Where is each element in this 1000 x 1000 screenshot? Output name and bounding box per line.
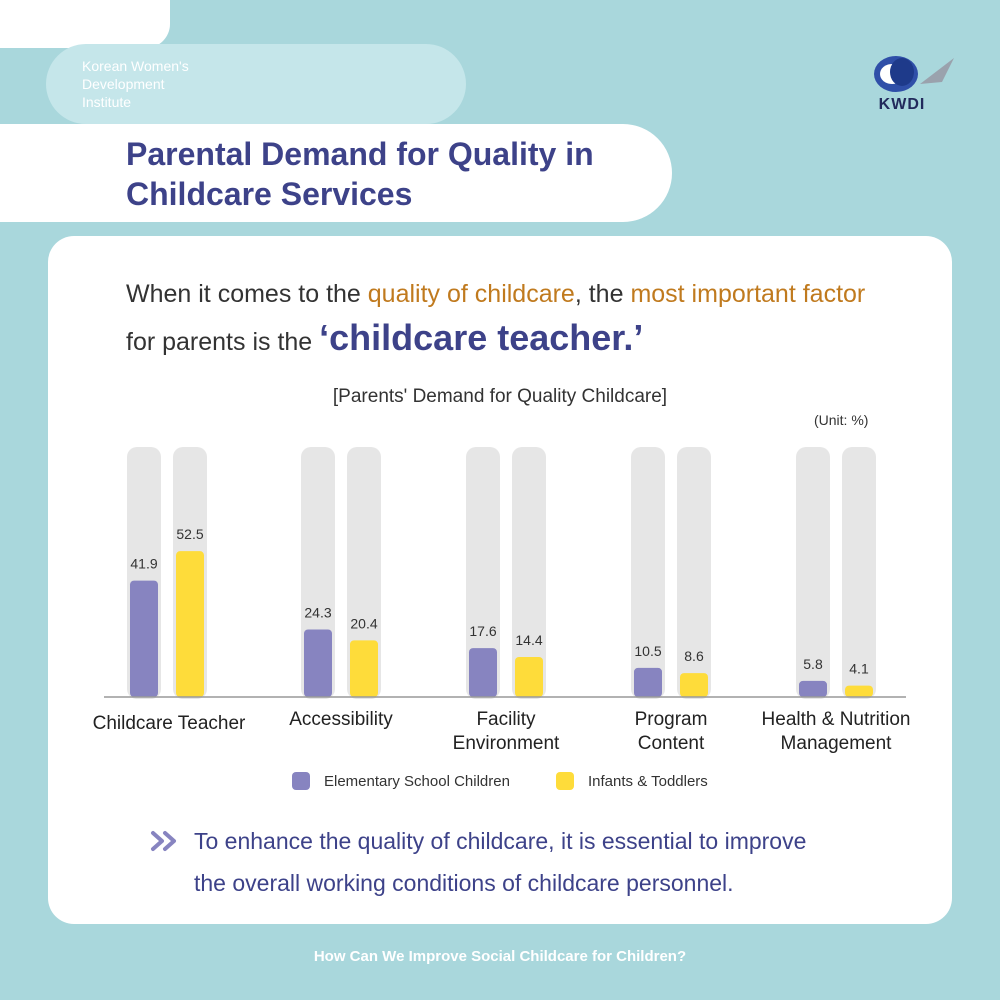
legend-item-infants: Infants & Toddlers	[556, 772, 708, 790]
bar-track-program-content-elementary	[631, 447, 665, 699]
bar-track-program-content-infants	[677, 447, 711, 699]
data-label-health-nutrition-management-elementary: 5.8	[803, 656, 823, 672]
legend-swatch-infants	[556, 772, 574, 790]
category-label-accessibility: Accessibility	[289, 709, 393, 730]
footer: How Can We Improve Social Childcare for …	[313, 948, 687, 965]
data-label-program-content-infants: 8.6	[684, 648, 704, 664]
headline-highlight-factor: most important factor	[630, 280, 866, 308]
org-name: Korean Women's Development Institute	[82, 58, 189, 110]
category-label-facility-environment: Facility Environment	[452, 709, 560, 754]
chart-unit: (Unit: %)	[814, 412, 869, 428]
logo-text: KWDI	[878, 96, 926, 113]
bar-track-health-nutrition-management-elementary	[796, 447, 830, 699]
bar-track-health-nutrition-management-infants	[842, 447, 876, 699]
bar-program-content-elementary	[634, 667, 662, 697]
page-title: Parental Demand for Quality in Childcare…	[126, 136, 594, 212]
bar-childcare-teacher-infants	[176, 551, 204, 697]
chart-legend: Elementary School Children Infants & Tod…	[0, 772, 1000, 796]
data-label-facility-environment-elementary: 17.6	[469, 623, 496, 639]
headline-part2: , the	[574, 280, 631, 308]
bar-track-accessibility-infants	[347, 447, 381, 699]
data-label-health-nutrition-management-infants: 4.1	[849, 661, 869, 677]
org-tab	[0, 0, 170, 48]
data-label-childcare-teacher-infants: 52.5	[176, 526, 203, 542]
data-label-childcare-teacher-elementary: 41.9	[130, 556, 157, 572]
data-label-accessibility-infants: 20.4	[350, 615, 377, 631]
conclusion-text: To enhance the quality of childcare, it …	[194, 828, 807, 896]
category-label-health-nutrition-management: Health & Nutrition Management	[761, 709, 911, 754]
headline: When it comes to the quality of childcar…	[126, 272, 926, 364]
headline-part3: for parents is the	[126, 328, 320, 356]
legend-item-elementary: Elementary School Children	[292, 772, 510, 790]
bar-health-nutrition-management-infants	[845, 685, 873, 697]
bar-program-content-infants	[680, 673, 708, 697]
headline-highlight-quality: quality of childcare	[367, 280, 575, 308]
headline-emphasis: ‘childcare teacher.’	[319, 317, 644, 358]
title-box	[0, 124, 672, 222]
bar-track-facility-environment-elementary	[466, 447, 500, 699]
headline-part1: When it comes to the	[126, 280, 368, 308]
category-label-program-content: Program Content	[634, 709, 708, 754]
bar-childcare-teacher-elementary	[130, 580, 158, 697]
bar-facility-environment-infants	[515, 657, 543, 697]
org-pill	[46, 44, 466, 124]
bar-accessibility-elementary	[304, 629, 332, 697]
chart-title: [Parents' Demand for Quality Childcare]	[332, 386, 668, 407]
bar-facility-environment-elementary	[469, 648, 497, 697]
bar-health-nutrition-management-elementary	[799, 680, 827, 697]
double-chevron-right-icon	[151, 831, 176, 851]
category-label-childcare-teacher: Childcare Teacher	[92, 713, 246, 734]
legend-label-elementary: Elementary School Children	[324, 772, 510, 790]
legend-label-infants: Infants & Toddlers	[588, 772, 708, 790]
bar-accessibility-infants	[350, 640, 378, 697]
data-label-accessibility-elementary: 24.3	[304, 605, 331, 621]
kwdi-logo-icon	[874, 56, 954, 92]
data-label-facility-environment-infants: 14.4	[515, 632, 542, 648]
data-label-program-content-elementary: 10.5	[634, 643, 661, 659]
legend-swatch-elementary	[292, 772, 310, 790]
bar-track-facility-environment-infants	[512, 447, 546, 699]
